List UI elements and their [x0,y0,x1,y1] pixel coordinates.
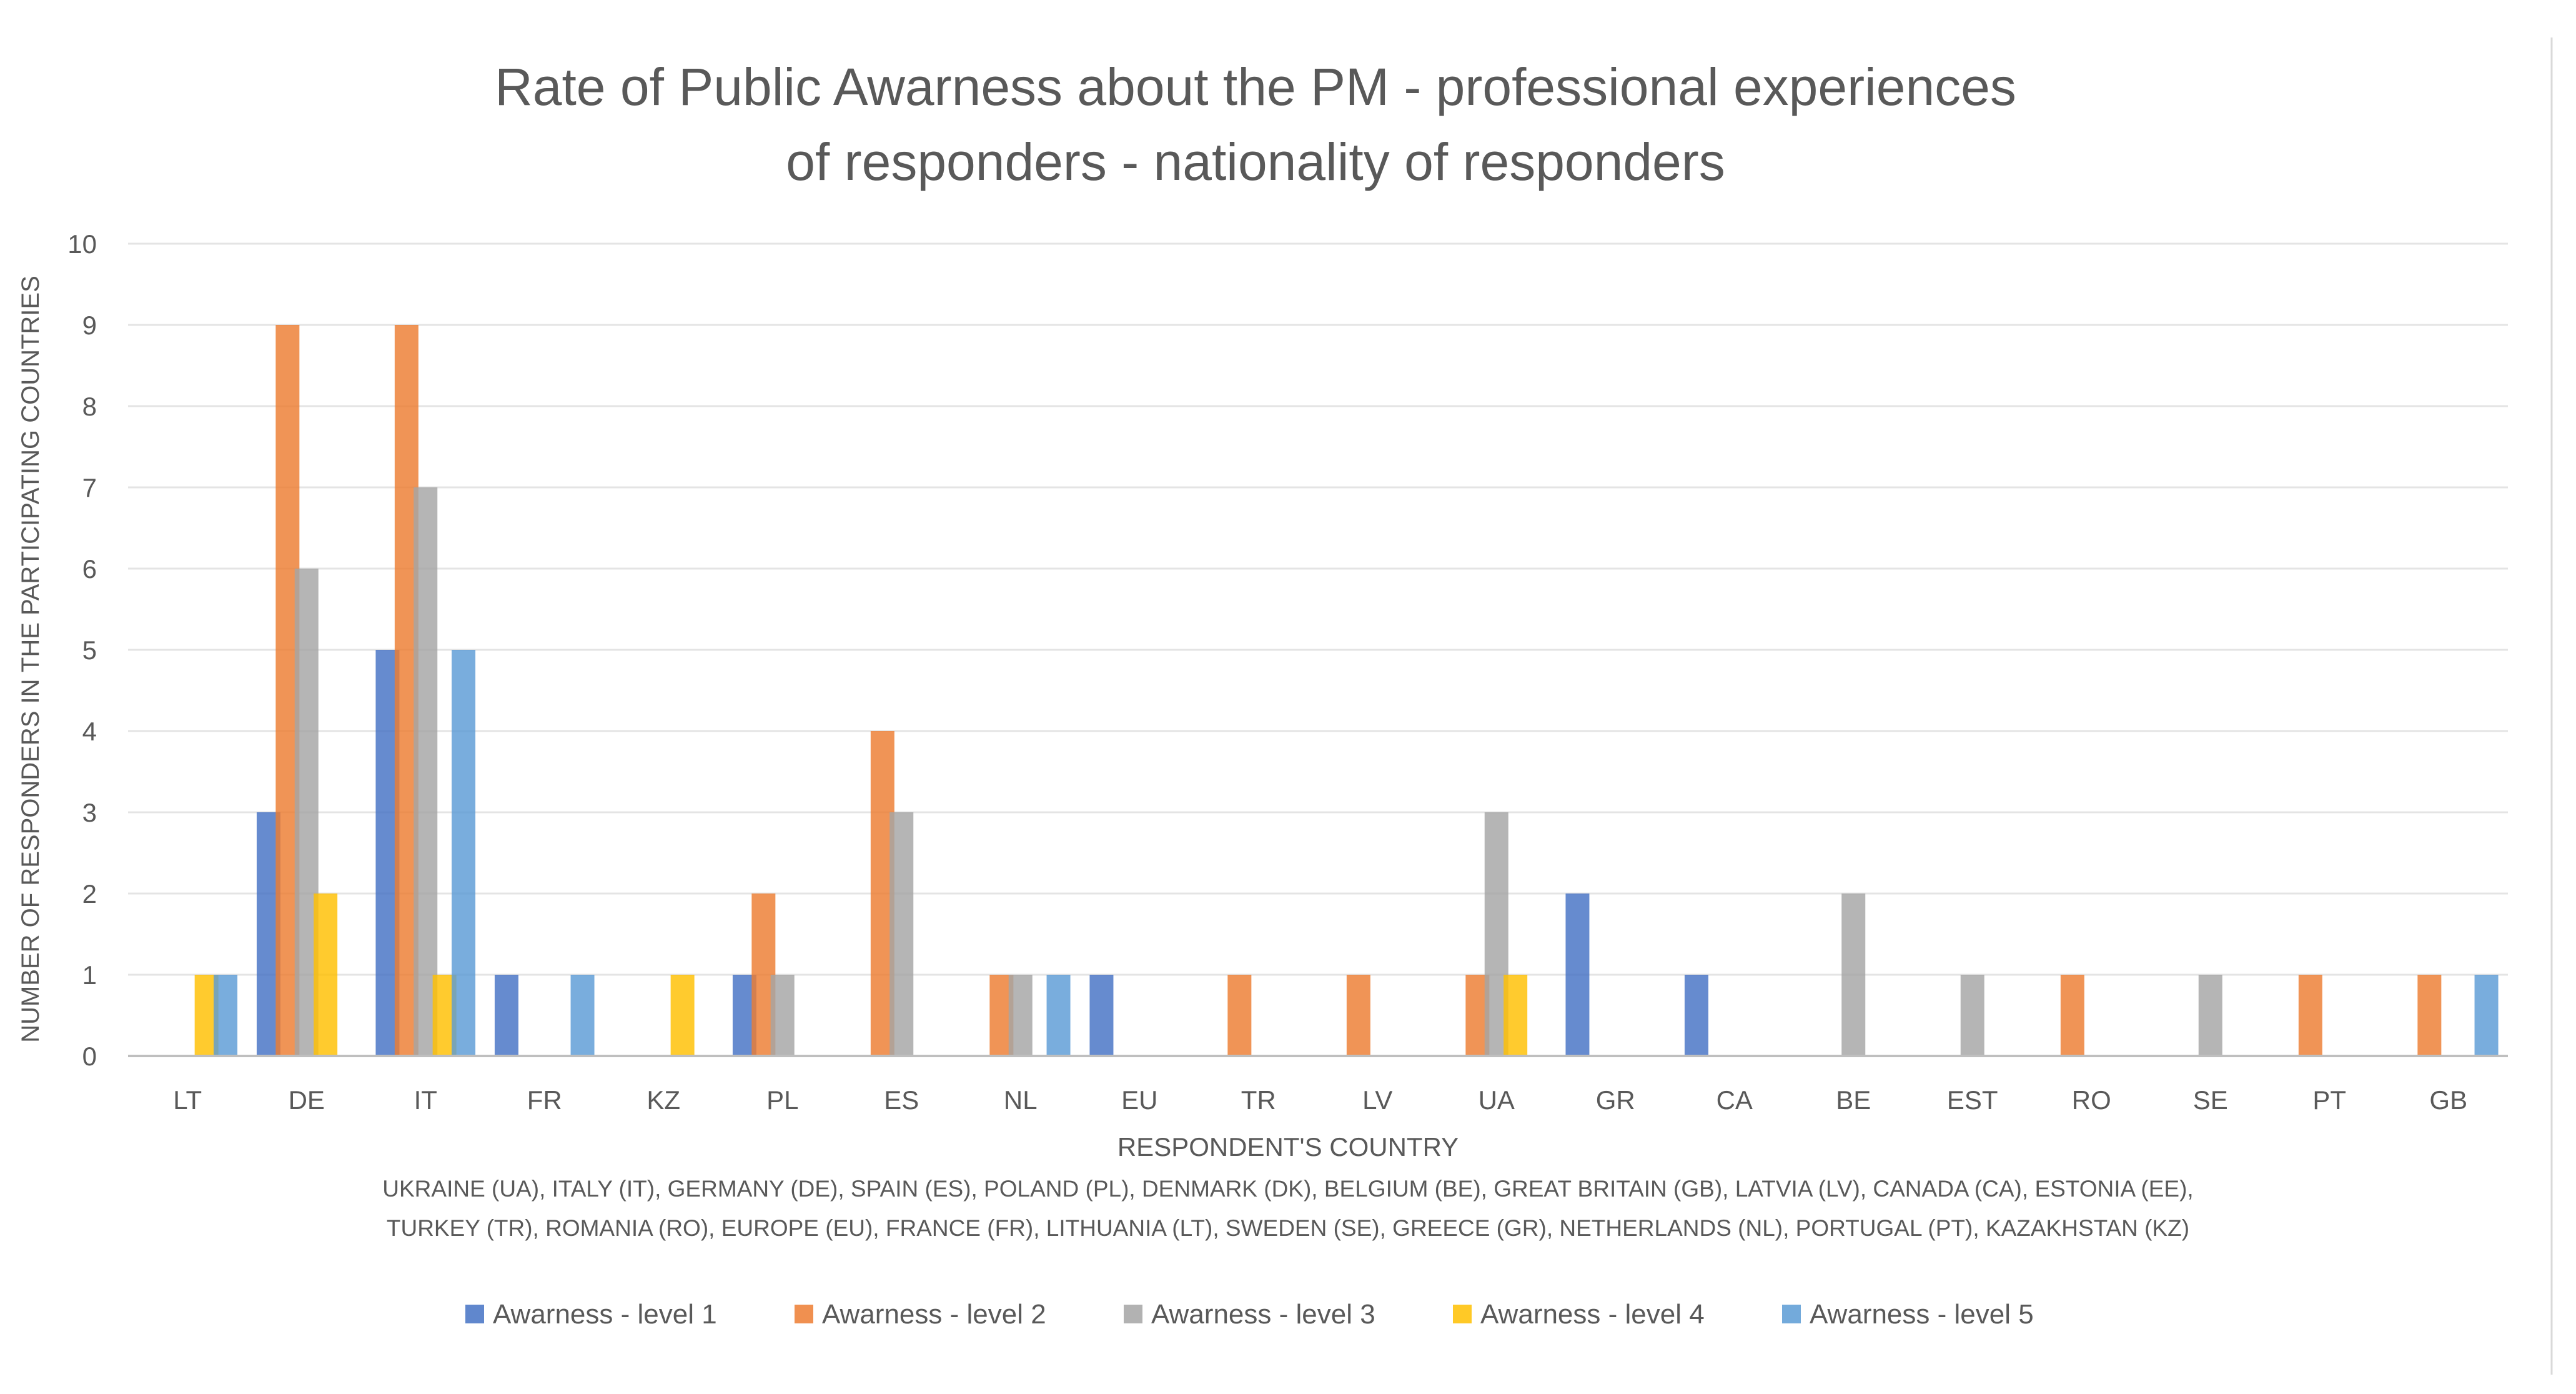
y-tick-label: 5 [82,635,97,665]
x-tick-label-est: EST [1947,1085,1998,1115]
chart-title-line-2: of responders - nationality of responder… [786,132,1725,191]
x-tick-label-ro: RO [2072,1085,2111,1115]
x-tick-label-be: BE [1836,1085,1871,1115]
country-legend-note-line-1: UKRAINE (UA), ITALY (IT), GERMANY (DE), … [382,1176,2193,1202]
y-tick-label: 6 [82,554,97,584]
legend-swatch-level-2 [795,1305,813,1323]
legend-label-level-1: Awarness - level 1 [493,1299,717,1330]
bar-se-level-3 [2198,975,2222,1056]
x-tick-label-fr: FR [527,1085,562,1115]
x-tick-label-gr: GR [1596,1085,1635,1115]
y-tick-label: 4 [82,717,97,746]
bar-gr-level-1 [1565,894,1590,1056]
gridlines [128,242,2508,976]
x-tick-label-ua: UA [1479,1085,1515,1115]
x-tick-label-de: DE [289,1085,325,1115]
bar-gb-level-2 [2417,975,2442,1056]
bar-es-level-3 [889,812,914,1056]
bar-it-level-5 [452,650,476,1056]
country-legend-note-line-2: TURKEY (TR), ROMANIA (RO), EUROPE (EU), … [387,1215,2189,1241]
x-tick-label-eu: EU [1121,1085,1157,1115]
bars [194,325,2499,1056]
bar-ro-level-2 [2060,975,2084,1056]
bar-be-level-3 [1841,894,1866,1056]
bar-eu-level-1 [1089,975,1114,1056]
legend-label-level-4: Awarness - level 4 [1480,1299,1705,1330]
bar-lv-level-2 [1346,975,1370,1056]
x-tick-label-nl: NL [1004,1085,1038,1115]
x-tick-label-tr: TR [1241,1085,1276,1115]
legend-label-level-5: Awarness - level 5 [1810,1299,2034,1330]
x-tick-label-es: ES [884,1085,919,1115]
y-tick-label: 1 [82,960,97,990]
x-tick-label-pl: PL [766,1085,798,1115]
chart-title-line-1: Rate of Public Awarness about the PM - p… [495,57,2016,116]
bar-ca-level-1 [1684,975,1708,1056]
bar-pl-level-3 [770,975,795,1056]
bar-nl-level-5 [1046,975,1071,1056]
y-tick-label: 0 [82,1042,97,1071]
legend-swatch-level-4 [1453,1305,1472,1323]
legend-label-level-2: Awarness - level 2 [822,1299,1046,1330]
legend-swatch-level-1 [465,1305,484,1323]
x-tick-label-gb: GB [2429,1085,2467,1115]
x-tick-label-lt: LT [173,1085,202,1115]
x-tick-label-lv: LV [1362,1085,1392,1115]
y-tick-label: 3 [82,798,97,827]
bar-fr-level-1 [494,975,518,1056]
bar-pt-level-2 [2298,975,2322,1056]
bar-est-level-3 [1960,975,1984,1056]
x-axis-label: RESPONDENT'S COUNTRY [1117,1132,1459,1162]
x-tick-label-pt: PT [2312,1085,2346,1115]
legend-swatch-level-5 [1782,1305,1801,1323]
y-axis-label: NUMBER OF RESPONDERS IN THE PARTICIPATIN… [17,276,44,1043]
bar-kz-level-4 [670,975,695,1056]
legend: Awarness - level 1 Awarness - level 2 Awar… [465,1299,2034,1330]
y-tick-label: 10 [67,229,97,259]
bar-nl-level-3 [1008,975,1033,1056]
bar-de-level-4 [314,894,338,1056]
y-tick-label: 7 [82,473,97,502]
bar-lt-level-5 [214,975,238,1056]
y-tick-label: 2 [82,879,97,909]
x-tick-label-se: SE [2193,1085,2228,1115]
x-tick-label-it: IT [414,1085,437,1115]
y-tick-label: 9 [82,311,97,340]
bar-tr-level-2 [1227,975,1252,1056]
bar-ua-level-4 [1503,975,1528,1056]
x-tick-label-kz: KZ [646,1085,680,1115]
y-tick-label: 8 [82,392,97,421]
x-tick-label-ca: CA [1717,1085,1753,1115]
legend-swatch-level-3 [1124,1305,1142,1323]
bar-it-level-3 [414,487,438,1056]
bar-gb-level-5 [2474,975,2499,1056]
bar-fr-level-5 [570,975,595,1056]
legend-label-level-3: Awarness - level 3 [1151,1299,1375,1330]
axes: 0 1 2 3 4 5 6 7 8 9 10 LT DE IT FR KZ PL ES NL EU TR LV UA GR CA… [67,229,2508,1115]
